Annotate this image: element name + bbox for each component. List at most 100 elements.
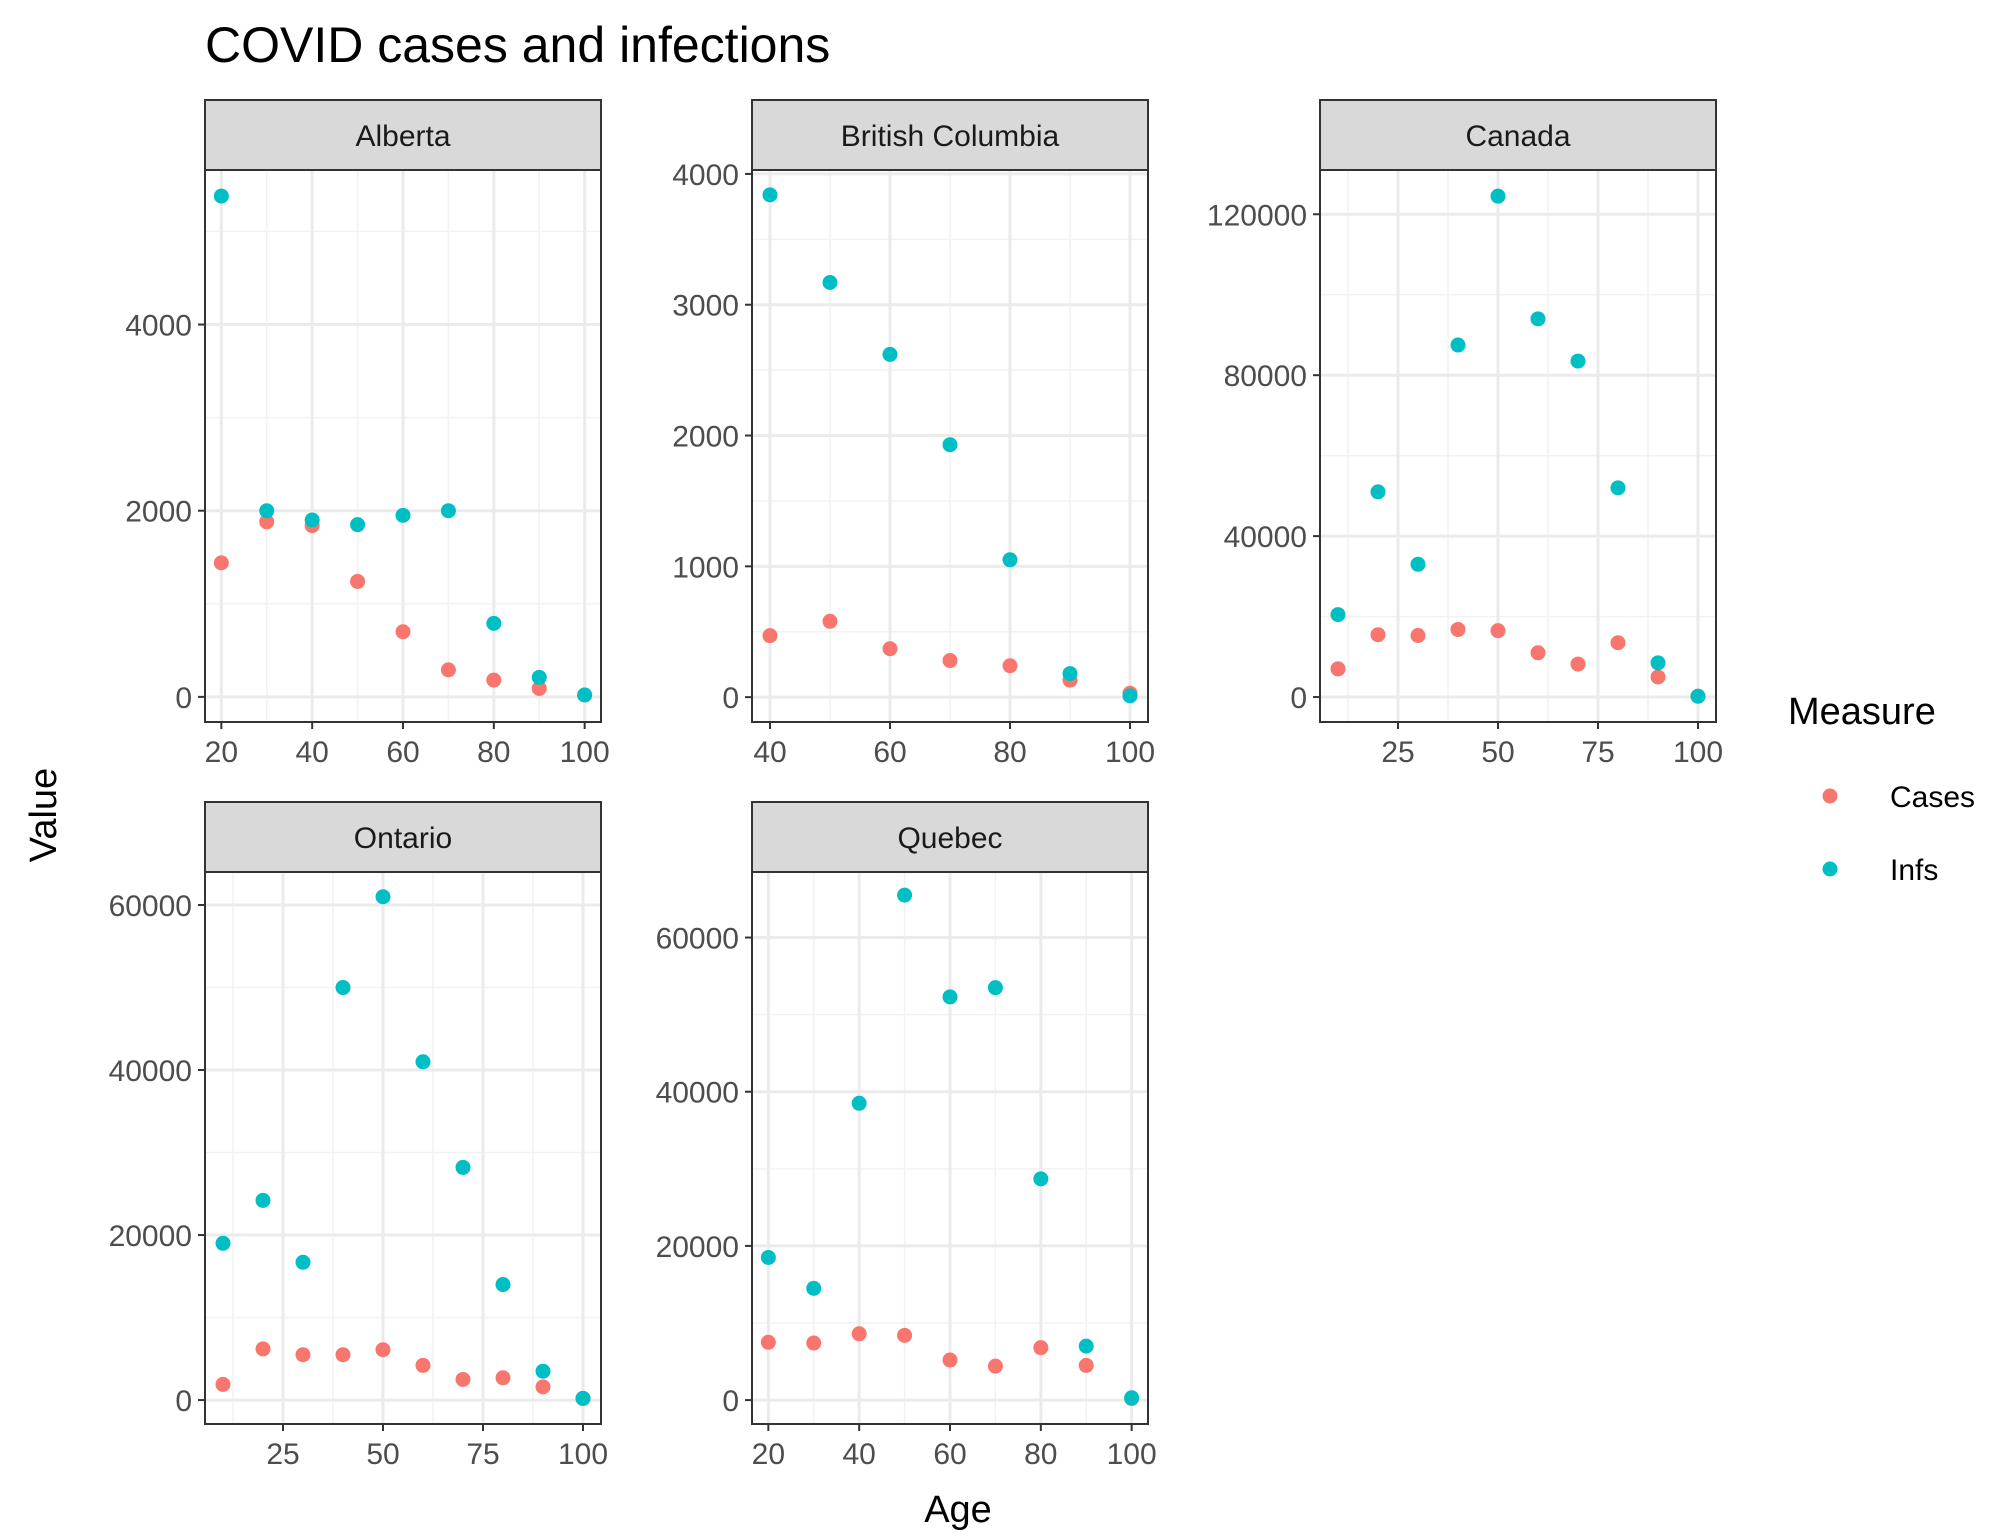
point-infs [304, 512, 320, 528]
point-infs [1002, 552, 1018, 568]
panel-border [1319, 169, 1717, 723]
point-cases [851, 1326, 867, 1342]
x-tick-label: 60 [386, 736, 419, 769]
point-infs [486, 615, 502, 631]
x-tick-label: 50 [366, 1438, 399, 1471]
point-infs [762, 187, 778, 203]
x-tick-label: 40 [295, 736, 328, 769]
point-infs [882, 346, 898, 362]
legend-label-infs: Infs [1890, 854, 1938, 887]
point-infs [259, 503, 275, 519]
y-tick-label: 3000 [672, 290, 739, 323]
point-cases [213, 555, 229, 571]
point-infs [1450, 337, 1466, 353]
panel-ontario: Ontario 25 50 75 100 0 20000 40000 60000 [109, 801, 608, 1471]
legend-key-cases [1822, 788, 1838, 804]
point-infs [987, 980, 1003, 996]
point-infs [760, 1249, 776, 1265]
point-cases [1370, 627, 1386, 643]
x-tick-label: 25 [266, 1438, 299, 1471]
x-tick-label: 75 [1581, 736, 1614, 769]
point-infs [577, 687, 593, 703]
y-tick-label: 0 [722, 682, 739, 715]
y-tick-label: 2000 [672, 421, 739, 454]
point-infs [897, 887, 913, 903]
y-tick-label: 1000 [672, 551, 739, 584]
x-axis-title: Age [924, 1489, 992, 1531]
point-cases [1078, 1357, 1094, 1373]
point-infs [375, 889, 391, 905]
point-infs [1690, 688, 1706, 704]
y-tick-label: 60000 [109, 890, 192, 923]
point-infs [1530, 311, 1546, 327]
point-infs [1122, 688, 1138, 704]
y-tick-label: 40000 [656, 1077, 739, 1110]
x-tick-label: 60 [873, 736, 906, 769]
point-cases [255, 1341, 271, 1357]
point-cases [531, 680, 547, 696]
x-tick-label: 80 [477, 736, 510, 769]
point-cases [1033, 1340, 1049, 1356]
point-infs [531, 669, 547, 685]
point-infs [350, 517, 366, 533]
point-cases [455, 1371, 471, 1387]
panel-alberta: Alberta 20 40 60 80 100 0 2000 4000 [125, 99, 610, 769]
point-cases [942, 653, 958, 669]
facet-strip [751, 801, 1149, 873]
y-tick-label: 0 [1290, 682, 1307, 715]
panel-border [751, 169, 1149, 723]
point-cases [375, 1342, 391, 1358]
point-infs [495, 1277, 511, 1293]
point-infs [335, 980, 351, 996]
x-tick-label: 80 [1024, 1438, 1057, 1471]
point-cases [1610, 635, 1626, 651]
legend-key-infs [1822, 861, 1838, 877]
point-infs [1610, 480, 1626, 496]
point-cases [1330, 661, 1346, 677]
panel-background [205, 872, 601, 1424]
point-infs [822, 274, 838, 290]
point-infs [1033, 1171, 1049, 1187]
point-infs [455, 1159, 471, 1175]
panel-canada: Canada 25 50 75 100 0 40000 80000 120000 [1207, 99, 1723, 769]
point-infs [1078, 1338, 1094, 1354]
point-cases [415, 1357, 431, 1373]
point-infs [1650, 655, 1666, 671]
point-cases [215, 1376, 231, 1392]
y-tick-label: 40000 [109, 1055, 192, 1088]
point-infs [255, 1192, 271, 1208]
legend: Measure Cases Infs [1788, 691, 1975, 887]
point-cases [1410, 627, 1426, 643]
point-infs [213, 188, 229, 204]
point-infs [395, 507, 411, 523]
x-tick-label: 50 [1481, 736, 1514, 769]
facet-strip-label: British Columbia [841, 120, 1060, 153]
y-tick-label: 40000 [1224, 521, 1307, 554]
x-tick-label: 100 [1673, 736, 1723, 769]
point-infs [851, 1095, 867, 1111]
point-cases [259, 514, 275, 530]
y-tick-label: 0 [175, 1385, 192, 1418]
y-tick-label: 0 [722, 1385, 739, 1418]
point-cases [987, 1358, 1003, 1374]
x-tick-label: 100 [1105, 736, 1155, 769]
point-infs [1570, 353, 1586, 369]
facet-strip [1319, 99, 1717, 171]
point-cases [395, 624, 411, 640]
point-cases [882, 641, 898, 657]
point-cases [760, 1334, 776, 1350]
y-tick-label: 20000 [656, 1231, 739, 1264]
point-infs [575, 1390, 591, 1406]
facet-strip-label: Quebec [897, 822, 1002, 855]
point-cases [295, 1347, 311, 1363]
point-infs [1062, 666, 1078, 682]
x-tick-label: 20 [752, 1438, 785, 1471]
point-infs [215, 1235, 231, 1251]
facet-strip [204, 99, 602, 171]
point-cases [762, 628, 778, 644]
point-cases [897, 1327, 913, 1343]
point-infs [1124, 1390, 1140, 1406]
